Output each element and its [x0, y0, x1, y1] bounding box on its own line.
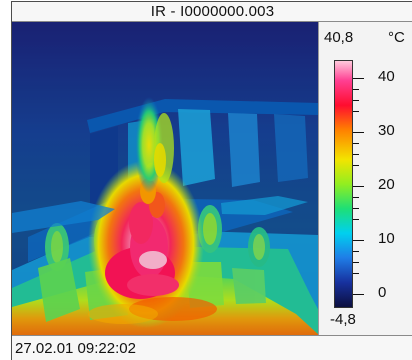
minor-tick [353, 89, 359, 90]
major-tick [353, 186, 364, 187]
scale-ticks [353, 60, 371, 308]
minor-tick [353, 111, 359, 112]
minor-tick [353, 251, 359, 252]
major-tick [353, 294, 364, 295]
minor-tick [353, 197, 359, 198]
minor-tick [353, 100, 359, 101]
scale-min-value: -4,8 [330, 311, 356, 328]
scale-label-0: 0 [378, 284, 387, 301]
temperature-scale-panel: 40,8 °C 40 [319, 22, 412, 335]
thermal-image-window: IR - I0000000.003 [11, 1, 412, 360]
minor-tick [353, 219, 359, 220]
scale-label-10: 10 [378, 230, 395, 247]
minor-tick [353, 165, 359, 166]
major-tick [353, 78, 364, 79]
temperature-colorbar [334, 60, 353, 308]
scale-label-40: 40 [378, 68, 395, 85]
major-tick [353, 132, 364, 133]
minor-tick [353, 143, 359, 144]
main-area: 40,8 °C 40 [12, 22, 412, 335]
thermal-image-svg [12, 22, 318, 335]
major-tick [353, 240, 364, 241]
scale-max-value: 40,8 [324, 29, 354, 46]
minor-tick [353, 273, 359, 274]
minor-tick [353, 208, 359, 209]
window-title: IR - I0000000.003 [12, 2, 412, 22]
timestamp: 27.02.01 09:22:02 [15, 340, 136, 357]
scale-label-30: 30 [378, 122, 395, 139]
status-bar: 27.02.01 09:22:02 [12, 335, 412, 360]
thermal-image[interactable] [12, 22, 319, 335]
scale-label-20: 20 [378, 176, 395, 193]
minor-tick [353, 262, 359, 263]
scale-unit: °C [388, 29, 405, 46]
minor-tick [353, 154, 359, 155]
